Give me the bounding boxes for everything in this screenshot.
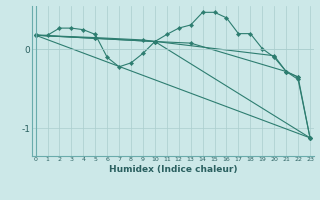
X-axis label: Humidex (Indice chaleur): Humidex (Indice chaleur) <box>108 165 237 174</box>
